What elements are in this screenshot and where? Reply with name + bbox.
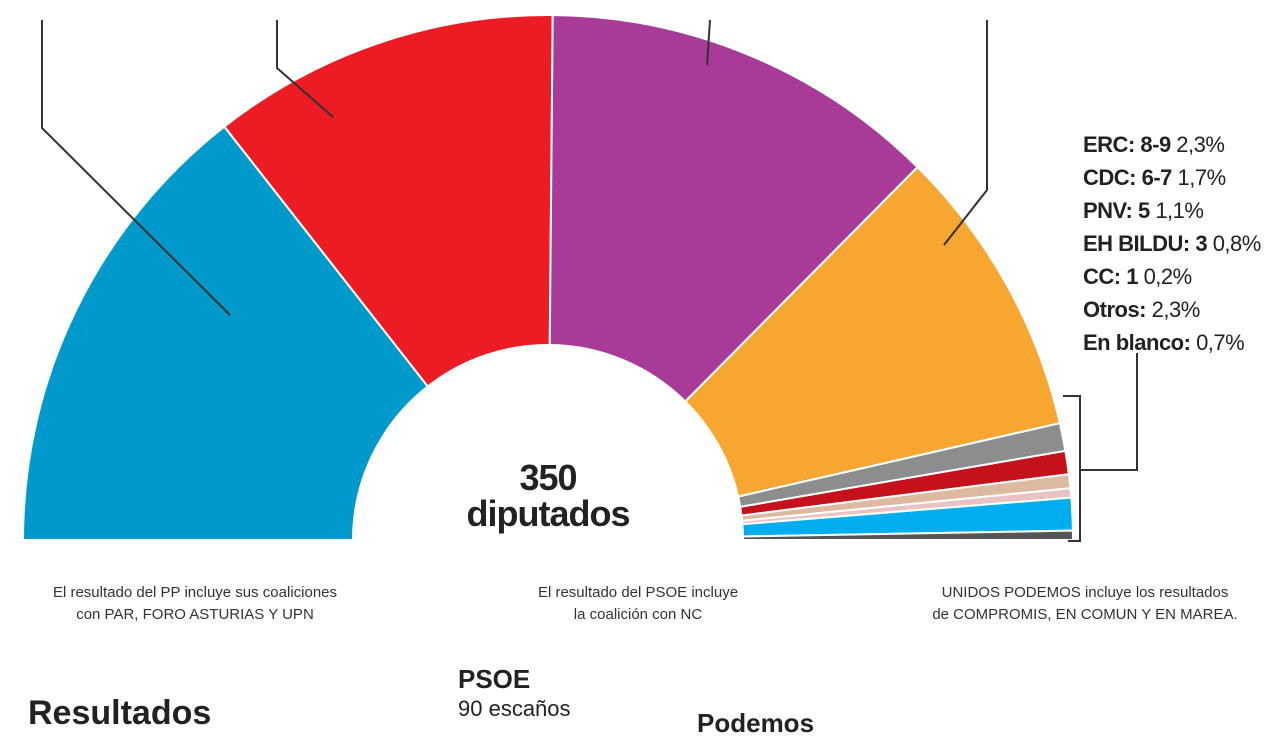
legend-pct: 2,3%: [1151, 297, 1201, 322]
legend-party: ERC: 8-9: [1083, 132, 1177, 157]
legend-pct: 0,7%: [1196, 330, 1245, 355]
leader-lines: [41, 19, 1138, 542]
legend-item: CDC: 6-7 1,7%: [1083, 161, 1261, 194]
legend-party: CC: 1: [1083, 264, 1144, 289]
note-podemos-line2: de COMPROMIS, EN COMUN Y EN MAREA.: [932, 606, 1238, 623]
leader-line-psoe: [276, 20, 334, 118]
segment-ciudadanos: [683, 165, 1062, 498]
note-pp-line1: El resultado del PP incluye sus coalicio…: [52, 584, 338, 601]
legend-pct: 0,2%: [1143, 264, 1193, 289]
bracket-small-parties: [1063, 395, 1081, 542]
legend-party: EH BILDU: 3: [1083, 231, 1213, 256]
leader-line-podemos: [706, 19, 711, 66]
legend-pct: 0,8%: [1212, 231, 1262, 256]
legend-party: Otros:: [1083, 297, 1152, 322]
legend-item: PNV: 5 1,1%: [1083, 194, 1261, 227]
legend-item: En blanco: 0,7%: [1083, 326, 1261, 359]
leader-line-pp: [41, 20, 231, 316]
bracket-connector: [1080, 353, 1138, 471]
total-seats-number: 350: [519, 457, 577, 498]
hemicycle-chart: [21, 14, 1138, 542]
legend-pct: 1,7%: [1177, 165, 1227, 190]
podemos-name: Podemos: [697, 708, 815, 738]
legend-party: CDC: 6-7: [1083, 165, 1178, 190]
legend-party: En blanco:: [1083, 330, 1197, 355]
legend-party: PNV: 5: [1083, 198, 1156, 223]
segment-unidos-podemos: [548, 14, 919, 403]
note-psoe-line2: la coalición con NC: [573, 606, 703, 623]
results-heading: Resultados: [28, 694, 212, 732]
small-parties-legend: ERC: 8-9 2,3% CDC: 6-7 1,7% PNV: 5 1,1% EH …: [1083, 128, 1261, 359]
legend-item: Otros: 2,3%: [1083, 293, 1261, 326]
total-seats: 350 diputados: [448, 460, 648, 532]
legend-item: EH BILDU: 3 0,8%: [1083, 227, 1261, 260]
psoe-seats: 90 escaños: [458, 696, 571, 721]
segment-small-6: [741, 529, 1075, 541]
legend-pct: 2,3%: [1176, 132, 1225, 157]
psoe-name: PSOE: [458, 664, 531, 694]
note-psoe-line1: El resultado del PSOE incluye: [537, 584, 739, 601]
note-pp: El resultado del PP incluye sus coalicio…: [20, 582, 370, 626]
total-seats-unit: diputados: [466, 493, 631, 534]
note-pp-line2: con PAR, FORO ASTURIAS Y UPN: [76, 606, 314, 623]
segment-psoe: [222, 14, 554, 388]
note-podemos: UNIDOS PODEMOS incluye los resultados de…: [895, 582, 1275, 626]
legend-item: CC: 1 0,2%: [1083, 260, 1261, 293]
note-podemos-line1: UNIDOS PODEMOS incluye los resultados: [941, 584, 1229, 601]
legend-pct: 1,1%: [1155, 198, 1204, 223]
leader-line-cs: [943, 20, 988, 246]
legend-item: ERC: 8-9 2,3%: [1083, 128, 1261, 161]
segment-pp: [21, 125, 430, 541]
note-psoe: El resultado del PSOE incluye la coalici…: [488, 582, 788, 626]
